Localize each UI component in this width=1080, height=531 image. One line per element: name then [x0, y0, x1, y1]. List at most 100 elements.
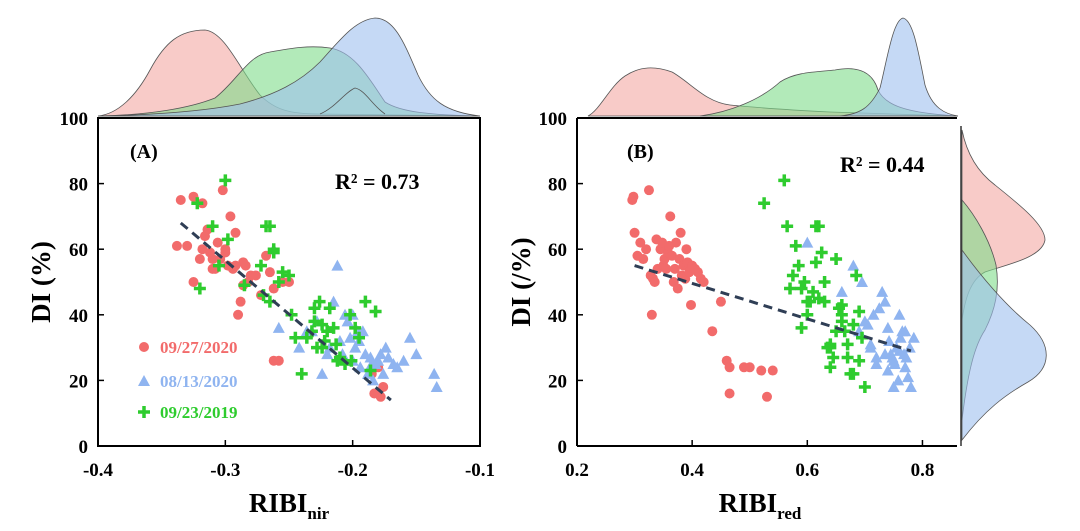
data-point-08-13-2020 [801, 236, 814, 248]
data-point-09-23-2019 [353, 331, 366, 344]
data-point-09-23-2019 [267, 243, 280, 256]
data-point-08-13-2020 [349, 341, 362, 353]
data-point-09-27-2020 [188, 277, 199, 287]
data-point-09-23-2019 [758, 197, 771, 210]
data-point-09-27-2020 [235, 296, 246, 307]
data-point-09-23-2019 [830, 253, 843, 266]
data-point-09-23-2019 [323, 302, 336, 315]
data-point-08-13-2020 [403, 331, 416, 343]
data-point-09-23-2019 [206, 220, 219, 233]
data-point-09-27-2020 [681, 244, 692, 255]
data-point-09-23-2019 [331, 354, 344, 367]
data-point-09-23-2019 [212, 259, 225, 272]
data-point-08-13-2020 [867, 308, 880, 320]
data-point-09-23-2019 [818, 276, 831, 288]
data-point-08-13-2020 [881, 321, 894, 333]
data-point-08-13-2020 [904, 380, 917, 392]
panel-label-a: (A) [130, 141, 158, 163]
y-ticks-b: 0 20 40 60 80 100 [539, 109, 583, 458]
data-point-09-27-2020 [194, 254, 205, 265]
data-point-09-27-2020 [264, 267, 275, 278]
data-point-08-13-2020 [377, 367, 390, 379]
data-point-09-27-2020 [671, 237, 682, 248]
data-point-08-13-2020 [379, 341, 392, 353]
data-point-09-23-2019 [349, 321, 362, 334]
data-point-09-27-2020 [744, 362, 755, 373]
data-point-08-13-2020 [903, 341, 916, 353]
data-point-09-23-2019 [344, 308, 357, 321]
data-point-09-27-2020 [225, 211, 236, 222]
data-point-09-23-2019 [853, 354, 866, 367]
data-point-09-27-2020 [698, 277, 709, 287]
plot-frame-a [97, 117, 481, 447]
x-axis-title-a-main: RIBI [249, 488, 308, 518]
data-point-09-27-2020 [638, 254, 649, 265]
data-point-08-13-2020 [861, 318, 874, 330]
data-point-08-13-2020 [382, 351, 395, 363]
data-point-09-27-2020 [212, 237, 223, 248]
data-point-09-23-2019 [308, 315, 321, 328]
data-point-09-23-2019 [313, 295, 326, 308]
data-point-09-23-2019 [827, 351, 840, 364]
data-point-08-13-2020 [428, 367, 441, 379]
data-point-09-23-2019 [321, 325, 334, 338]
r-squared-a: R² = 0.73 [335, 169, 420, 194]
data-point-09-23-2019 [191, 197, 204, 210]
y-tick-label-a: 80 [69, 175, 88, 196]
data-point-09-23-2019 [369, 305, 382, 318]
y-tick-label-a: 20 [69, 371, 88, 392]
data-point-09-27-2020 [661, 263, 672, 274]
data-point-09-27-2020 [233, 309, 244, 320]
data-point-09-27-2020 [220, 247, 231, 258]
data-point-09-27-2020 [762, 391, 772, 402]
data-point-09-27-2020 [646, 309, 657, 320]
data-point-09-27-2020 [230, 227, 241, 238]
panel-a: 0 20 40 60 80 100 -0.4 -0.3 -0.2 -0.1 (A) R² = 0… [26, 109, 495, 523]
y-axis-title-a: DI (%) [26, 241, 56, 323]
y-tick-label-a: 60 [69, 240, 88, 261]
data-point-09-23-2019 [812, 220, 825, 233]
y-tick-label-b: 60 [548, 240, 567, 261]
y-tick-label-b: 40 [548, 306, 567, 327]
data-point-08-13-2020 [893, 308, 906, 320]
data-point-09-23-2019 [850, 269, 863, 282]
data-point-08-13-2020 [907, 331, 920, 343]
data-point-09-23-2019 [801, 295, 814, 308]
legend-marker-plus [138, 406, 150, 418]
data-point-09-27-2020 [669, 263, 680, 274]
data-point-09-27-2020 [724, 362, 735, 373]
r-squared-b: R² = 0.44 [840, 152, 925, 177]
marginal-density-top-b [587, 17, 959, 117]
fit-line-a [179, 221, 392, 402]
marginal-density-top-a [97, 17, 481, 117]
data-point-09-27-2020 [284, 277, 294, 287]
data-point-09-27-2020 [369, 388, 380, 399]
data-point-09-23-2019 [219, 174, 232, 187]
data-point-08-13-2020 [902, 371, 915, 383]
data-point-09-27-2020 [175, 195, 186, 205]
x-ticks-b: 0.2 0.4 0.6 0.8 [565, 440, 934, 481]
legend-label-09-23-2019: 09/23/2019 [160, 403, 237, 422]
data-point-09-27-2020 [665, 211, 676, 222]
data-point-08-13-2020 [374, 348, 387, 360]
y-tick-label-a: 100 [60, 109, 89, 130]
legend-marker-triangle [138, 375, 150, 386]
data-point-08-13-2020 [364, 351, 377, 363]
data-point-09-23-2019 [193, 282, 206, 295]
data-point-09-23-2019 [345, 354, 358, 367]
data-point-08-13-2020 [870, 358, 883, 369]
density-curve-08-13-2020-a [97, 17, 481, 117]
x-tick-label-b: 0.4 [680, 460, 704, 481]
data-point-09-27-2020 [635, 237, 646, 248]
panel-label-b: (B) [627, 141, 654, 163]
data-point-09-23-2019 [841, 351, 854, 364]
data-point-09-27-2020 [207, 254, 218, 265]
data-point-09-23-2019 [847, 367, 860, 380]
data-point-08-13-2020 [272, 321, 285, 333]
data-point-09-27-2020 [649, 277, 660, 287]
data-point-08-13-2020 [894, 331, 907, 343]
data-point-08-13-2020 [316, 367, 329, 379]
x-tick-label-b: 0.8 [911, 460, 935, 481]
data-point-09-23-2019 [364, 364, 377, 377]
